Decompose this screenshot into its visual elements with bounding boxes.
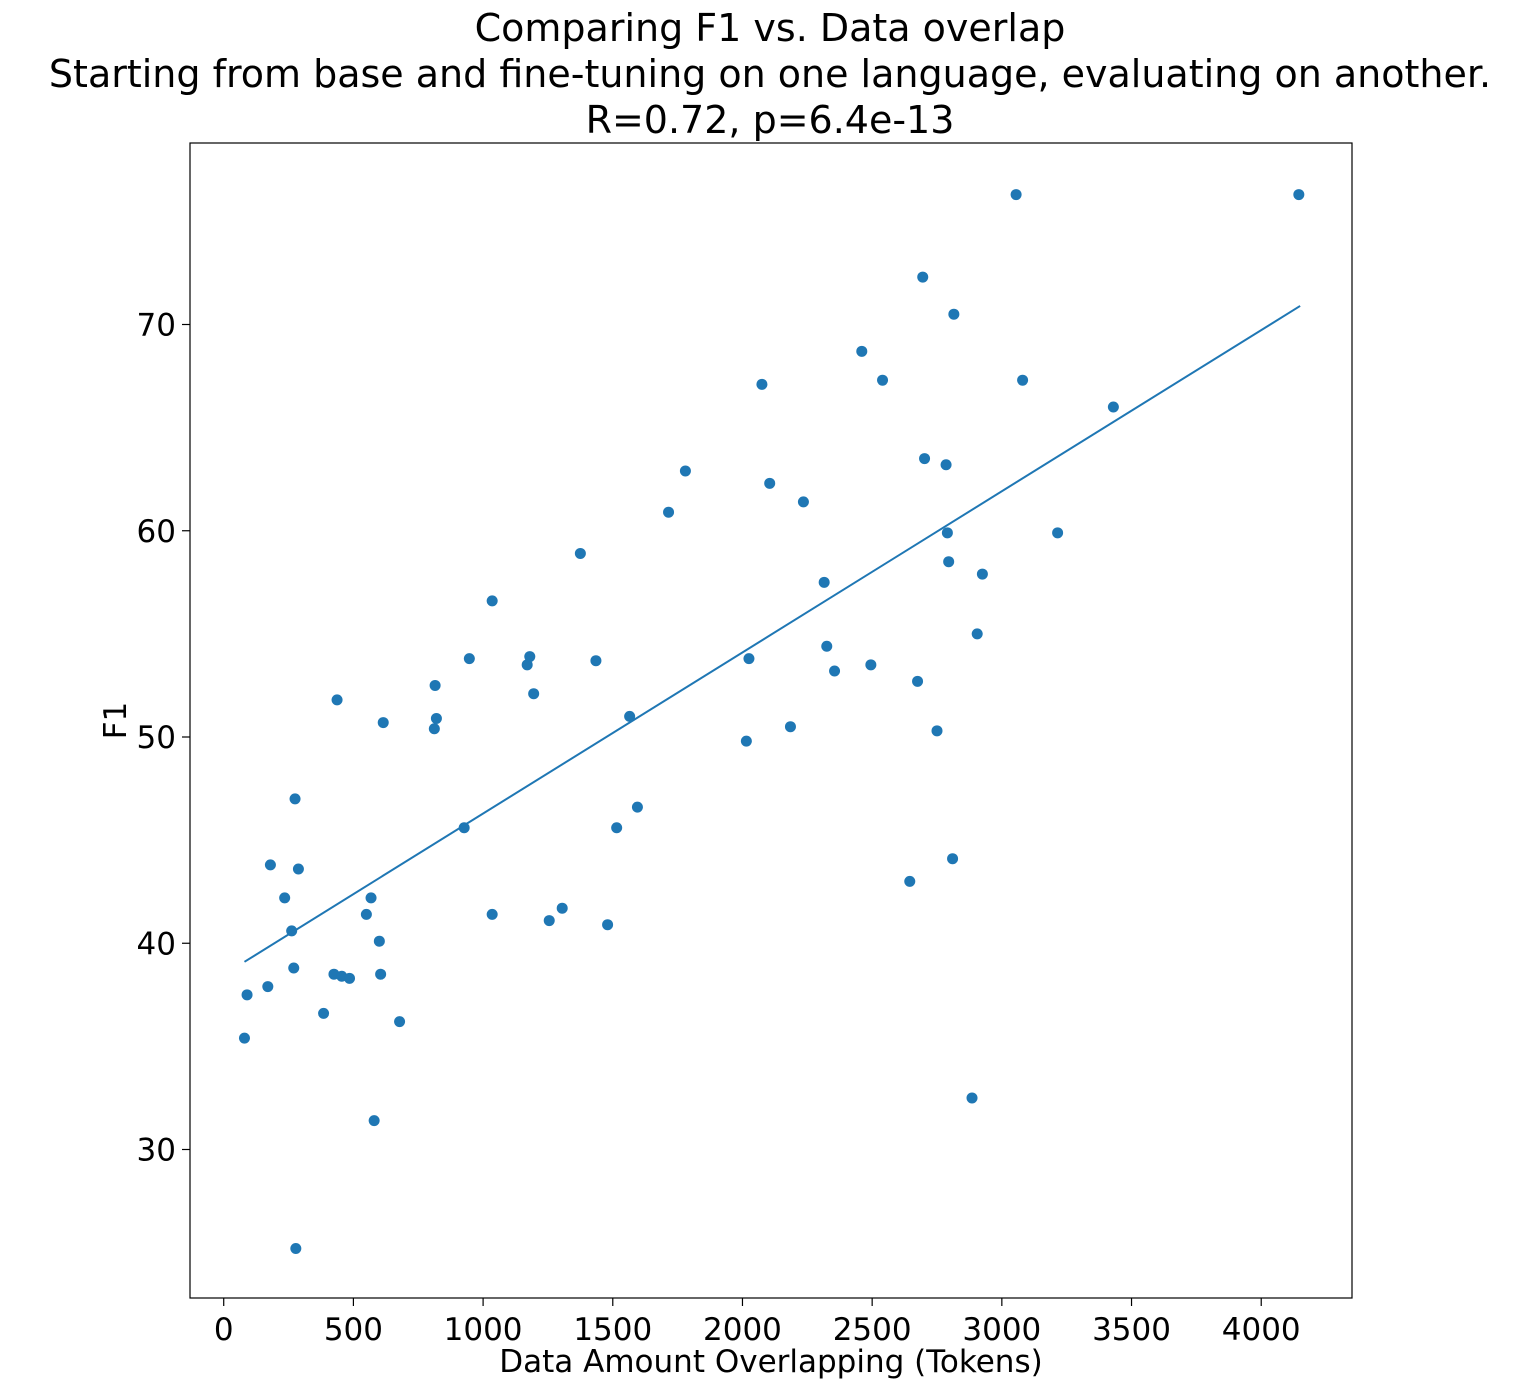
data-point xyxy=(238,1032,250,1044)
data-point xyxy=(377,717,389,729)
chart-title-line-3: R=0.72, p=6.4e-13 xyxy=(585,98,955,142)
data-point xyxy=(624,710,636,722)
data-point xyxy=(590,655,602,667)
data-point xyxy=(368,1115,380,1127)
data-point xyxy=(679,465,691,477)
data-point xyxy=(331,694,343,706)
x-tick-label: 2000 xyxy=(703,1312,782,1348)
data-point xyxy=(463,653,475,665)
data-point xyxy=(486,908,498,920)
data-point xyxy=(877,374,889,386)
data-point xyxy=(375,968,387,980)
data-point xyxy=(394,1016,406,1028)
data-point xyxy=(865,659,877,671)
data-point xyxy=(1293,189,1305,201)
data-point xyxy=(966,1092,978,1104)
data-point xyxy=(797,496,809,508)
data-point xyxy=(1052,527,1064,539)
data-point xyxy=(288,962,300,974)
data-point xyxy=(264,859,276,871)
y-tick-label: 60 xyxy=(137,514,176,550)
data-point xyxy=(290,1243,302,1254)
data-point xyxy=(740,735,752,747)
x-tick-label: 3500 xyxy=(1092,1312,1171,1348)
data-point xyxy=(756,378,768,390)
y-axis-label: F1 xyxy=(98,702,134,740)
data-point xyxy=(318,1007,330,1019)
fit-line xyxy=(243,305,1301,963)
data-point xyxy=(948,308,960,320)
y-tick-label: 30 xyxy=(137,1133,176,1169)
data-point xyxy=(556,902,568,914)
data-point xyxy=(919,453,931,465)
x-tick-label: 2500 xyxy=(833,1312,912,1348)
data-point xyxy=(1107,401,1119,413)
x-axis-label: Data Amount Overlapping (Tokens) xyxy=(499,1344,1042,1380)
data-point xyxy=(602,919,614,931)
data-point xyxy=(458,822,470,834)
data-point xyxy=(262,981,274,993)
x-tick-label: 0 xyxy=(214,1312,234,1348)
data-point xyxy=(528,688,540,700)
data-point xyxy=(279,892,291,904)
data-point xyxy=(940,459,952,471)
data-point xyxy=(289,793,301,805)
data-point xyxy=(360,908,372,920)
data-point xyxy=(365,892,377,904)
ticks-layer: 0 500 1000 1500 2000 2500 3000 3500 4000 30 40 50 60… xyxy=(137,308,1301,1349)
x-tick-label: 4000 xyxy=(1222,1312,1301,1348)
x-tick-label: 3000 xyxy=(962,1312,1041,1348)
data-point xyxy=(241,989,253,1001)
data-point xyxy=(917,271,929,283)
data-point xyxy=(971,628,983,640)
x-tick-label: 1500 xyxy=(573,1312,652,1348)
data-point xyxy=(904,875,916,887)
y-tick-label: 50 xyxy=(137,720,176,756)
plot-area-frame xyxy=(189,142,1353,1299)
data-point xyxy=(856,345,868,357)
data-point xyxy=(947,853,959,865)
data-point xyxy=(931,725,943,737)
y-tick-label: 40 xyxy=(137,926,176,962)
chart-title-line-2: Starting from base and fine-tuning on on… xyxy=(48,52,1492,96)
data-point xyxy=(543,915,555,927)
data-point xyxy=(574,547,586,559)
x-tick-label: 1000 xyxy=(444,1312,523,1348)
data-point xyxy=(430,712,442,724)
data-point xyxy=(943,556,955,568)
data-point xyxy=(486,595,498,607)
data-point xyxy=(428,723,440,735)
data-point xyxy=(829,665,841,677)
data-point xyxy=(344,972,356,984)
data-point xyxy=(784,721,796,733)
data-point xyxy=(373,935,385,947)
data-point xyxy=(821,640,833,652)
data-point xyxy=(764,477,776,489)
data-point xyxy=(524,651,536,663)
data-point xyxy=(663,506,675,518)
points-layer xyxy=(238,189,1305,1254)
data-point xyxy=(292,863,304,875)
data-point xyxy=(1010,189,1022,201)
data-point xyxy=(912,675,924,687)
data-point xyxy=(631,801,643,813)
x-tick-label: 500 xyxy=(324,1312,383,1348)
data-point xyxy=(521,659,533,671)
data-point xyxy=(976,568,988,580)
data-point xyxy=(611,822,623,834)
data-point xyxy=(743,653,755,665)
chart-title-line-1: Comparing F1 vs. Data overlap xyxy=(474,6,1066,50)
data-point xyxy=(1017,374,1029,386)
y-tick-label: 70 xyxy=(137,308,176,344)
data-point xyxy=(429,679,441,691)
data-point xyxy=(941,527,953,539)
data-point xyxy=(818,576,830,588)
